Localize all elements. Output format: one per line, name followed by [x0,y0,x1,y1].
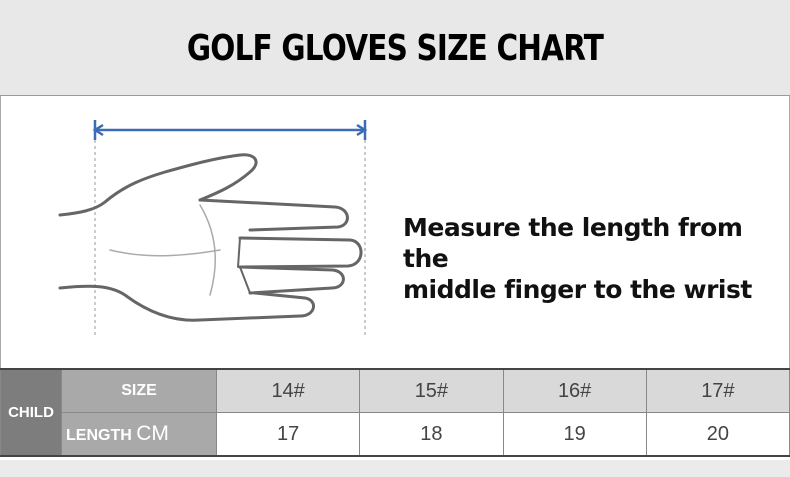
size-cell: 15# [359,368,504,413]
size-label: SIZE [61,368,217,413]
length-label-cell: LENGTH CM [61,412,217,457]
size-cell: 14# [215,368,361,413]
length-cell: 18 [359,412,504,457]
size-cell: 16# [502,368,647,413]
size-row: CHILD SIZE 14# 15# 16# 17# [0,368,790,457]
instruction-line-2: middle finger to the wrist [403,275,752,304]
page-title: GOLF GLOVES SIZE CHART [186,28,604,69]
length-label: LENGTH [66,427,132,444]
hand-outline-icon [58,153,363,322]
group-label: CHILD [0,368,62,457]
instruction-line-1: Measure the length from the [403,213,743,273]
length-row: LENGTH CM 17 18 19 20 [1,412,790,457]
size-table: CHILD SIZE 14# 15# 16# 17# LENGTH CM 17 … [0,368,790,457]
footer-strip [0,460,790,477]
hand-measurement-illustration [58,120,368,335]
length-unit: CM [136,422,169,445]
header: GOLF GLOVES SIZE CHART [0,0,790,96]
measure-arrow-icon [92,120,368,140]
length-cell: 20 [645,412,790,457]
length-cell: 17 [215,412,361,457]
size-cell: 17# [645,368,790,413]
length-cell: 19 [502,412,647,457]
measurement-instruction: Measure the length from the middle finge… [403,212,790,305]
